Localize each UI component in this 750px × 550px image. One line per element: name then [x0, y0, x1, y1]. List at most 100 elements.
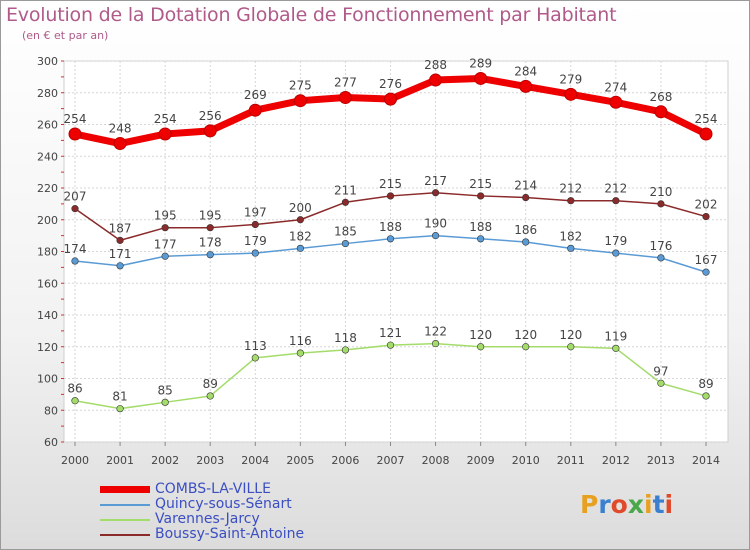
data-label: 212	[559, 182, 582, 196]
chart-subtitle: (en € et par an)	[22, 29, 109, 42]
y-tick-label: 60	[44, 436, 58, 449]
series-point-3	[71, 205, 79, 213]
series-point-0	[429, 73, 443, 87]
x-tick-label: 2000	[61, 454, 89, 467]
series-point-1	[702, 268, 710, 276]
series-point-3	[567, 197, 575, 205]
data-label: 113	[244, 339, 267, 353]
series-point-2	[612, 344, 620, 352]
data-label: 120	[469, 328, 492, 342]
data-label: 182	[289, 229, 312, 243]
data-label: 119	[604, 329, 627, 343]
series-point-2	[116, 405, 124, 413]
series-point-2	[477, 343, 485, 351]
data-label: 269	[244, 88, 267, 102]
series-point-0	[519, 79, 533, 93]
series-point-2	[657, 379, 665, 387]
proxiti-logo: Proxiti	[580, 490, 674, 519]
x-tick-label: 2006	[331, 454, 359, 467]
series-point-2	[431, 339, 440, 348]
data-label: 279	[559, 72, 582, 86]
legend-swatch	[100, 519, 150, 521]
y-tick-label: 280	[37, 87, 58, 100]
series-point-0	[699, 127, 713, 141]
data-label: 85	[158, 383, 173, 397]
data-label: 188	[379, 220, 402, 234]
data-label: 215	[379, 177, 402, 191]
y-tick-label: 180	[37, 246, 58, 259]
y-tick-label: 100	[37, 373, 58, 386]
data-label: 288	[424, 58, 447, 72]
data-label: 116	[289, 334, 312, 348]
data-label: 86	[67, 382, 82, 396]
data-label: 97	[653, 364, 668, 378]
series-point-1	[341, 239, 350, 248]
legend-label: Quincy-sous-Sénart	[155, 496, 292, 512]
data-label: 174	[64, 242, 87, 256]
series-point-2	[567, 343, 575, 351]
series-point-0	[654, 105, 668, 119]
y-tick-label: 80	[44, 404, 58, 417]
data-label: 195	[199, 209, 222, 223]
data-label: 179	[604, 234, 627, 248]
x-tick-label: 2003	[196, 454, 224, 467]
series-point-1	[251, 249, 259, 257]
data-label: 187	[109, 221, 132, 235]
data-label: 254	[64, 112, 87, 126]
y-tick-label: 160	[37, 277, 58, 290]
data-label: 217	[424, 174, 447, 188]
data-label: 211	[334, 183, 357, 197]
data-label: 176	[649, 239, 672, 253]
data-label: 179	[244, 234, 267, 248]
series-point-0	[203, 124, 217, 138]
x-tick-label: 2010	[512, 454, 540, 467]
y-tick-label: 240	[37, 150, 58, 163]
series-point-2	[702, 392, 710, 400]
data-label: 210	[649, 185, 672, 199]
data-label: 185	[334, 225, 357, 239]
series-point-3	[657, 200, 665, 208]
data-label: 89	[203, 377, 218, 391]
data-label: 190	[424, 217, 447, 231]
data-label: 277	[334, 76, 357, 90]
data-label: 254	[154, 112, 177, 126]
series-group	[68, 71, 713, 413]
data-label: 276	[379, 77, 402, 91]
series-point-0	[68, 127, 82, 141]
series-point-0	[384, 92, 397, 106]
series-point-3	[702, 212, 710, 221]
data-label: 202	[695, 198, 718, 212]
series-point-1	[206, 251, 214, 259]
legend-label: Boussy-Saint-Antoine	[155, 526, 305, 542]
x-tick-label: 2011	[557, 454, 585, 467]
series-point-2	[522, 343, 530, 351]
data-label: 195	[154, 209, 177, 223]
data-label: 171	[109, 247, 132, 261]
series-point-2	[206, 392, 214, 400]
x-tick-label: 2014	[692, 454, 720, 467]
data-label: 284	[514, 64, 537, 78]
x-tick-label: 2013	[647, 454, 675, 467]
data-label: 122	[424, 325, 447, 339]
series-point-3	[612, 197, 620, 205]
y-tick-label: 220	[37, 182, 58, 195]
y-tick-label: 200	[37, 214, 58, 227]
data-label: 177	[154, 237, 177, 251]
data-label: 188	[469, 220, 492, 234]
x-tick-label: 2005	[286, 454, 314, 467]
data-label: 248	[109, 122, 132, 136]
y-tick-label: 260	[37, 119, 58, 132]
data-label: 207	[64, 190, 87, 204]
series-point-1	[657, 254, 665, 262]
series-point-3	[477, 192, 485, 200]
data-label: 120	[559, 328, 582, 342]
legend-swatch	[100, 504, 150, 506]
x-tick-label: 2004	[241, 454, 269, 467]
series-point-3	[251, 220, 259, 229]
series-point-3	[386, 192, 395, 200]
data-label: 81	[112, 390, 127, 404]
x-tick-label: 2007	[377, 454, 405, 467]
data-label: 268	[649, 90, 672, 104]
series-point-1	[431, 232, 440, 240]
series-point-2	[161, 398, 169, 406]
